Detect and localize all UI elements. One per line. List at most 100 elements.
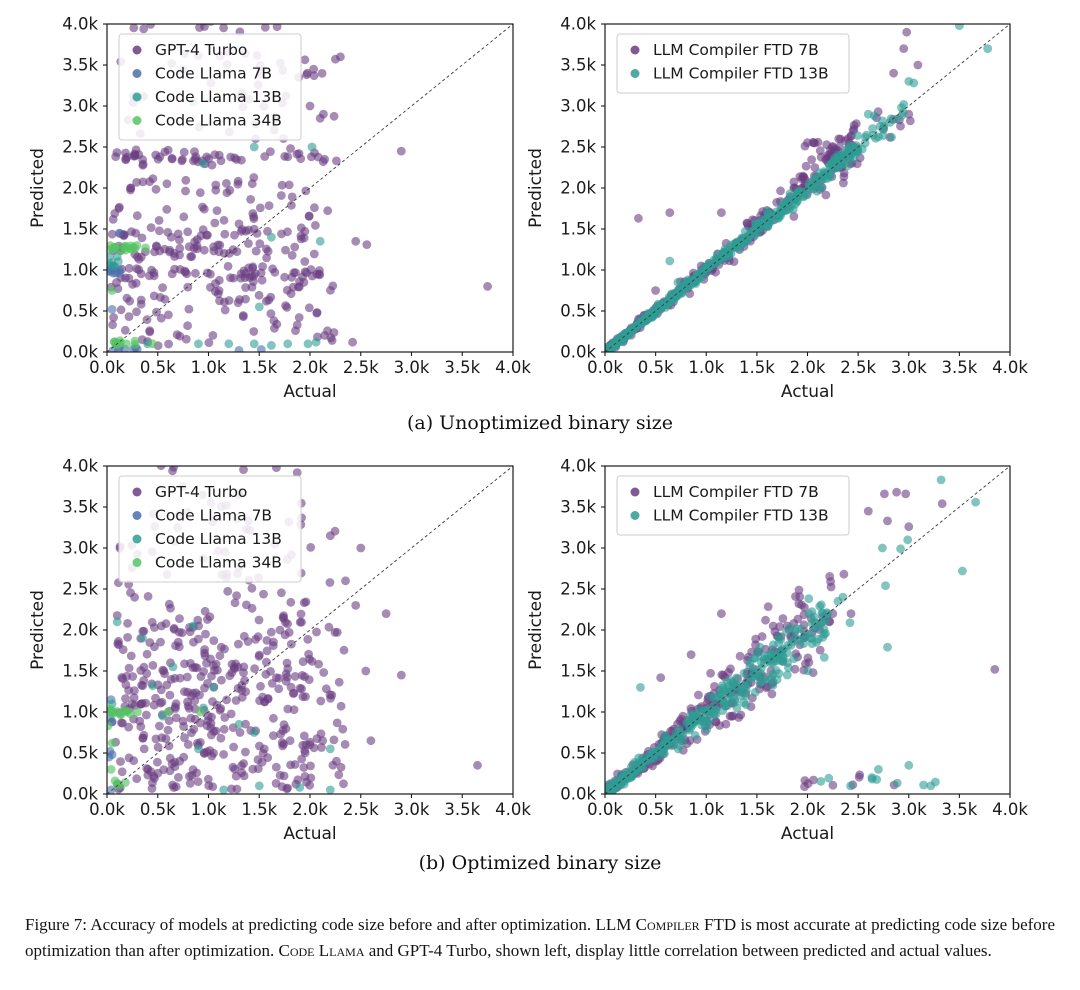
figure-caption: Figure 7: Accuracy of models at predicti… — [25, 915, 1055, 960]
svg-text:1.0k: 1.0k — [62, 703, 98, 722]
scatter-plot-unoptimized-left: 0.0k 0.5k 1.0k 1.5k 2.0k 2.5k 3.0k 3.5k 4.0k 0.0k… — [28, 15, 531, 403]
tick-labels: 0.0k 0.5k 1.0k 1.5k 2.0k 2.5k 3.0k 3.5k 4.0k 0.0k… — [560, 15, 1028, 378]
legend: GPT-4 Turbo Code Llama 7B Code Llama 13B Co… — [118, 33, 302, 141]
legend-label: LLM Compiler FTD 13B — [653, 507, 829, 525]
svg-text:0.5k: 0.5k — [560, 302, 596, 321]
svg-text:4.0k: 4.0k — [62, 457, 98, 476]
svg-text:0.0k: 0.0k — [62, 343, 98, 362]
svg-text:3.5k: 3.5k — [62, 56, 98, 75]
svg-text:1.0k: 1.0k — [688, 800, 724, 819]
svg-text:3.0k: 3.0k — [394, 800, 430, 819]
svg-text:2.0k: 2.0k — [62, 179, 98, 198]
plot-canvas: 0.0k 0.5k 1.0k 1.5k 2.0k 2.5k 3.0k 3.5k 4.0k 0.0k… — [526, 15, 1028, 403]
svg-text:2.0k: 2.0k — [790, 358, 826, 377]
series-code-llama-34b — [107, 704, 205, 791]
svg-text:4.0k: 4.0k — [560, 457, 596, 476]
legend: LLM Compiler FTD 7B LLM Compiler FTD 13B — [616, 33, 850, 94]
svg-text:4.0k: 4.0k — [495, 358, 531, 377]
legend-label: Code Llama 13B — [155, 88, 282, 106]
svg-text:3.5k: 3.5k — [941, 800, 977, 819]
svg-text:2.5k: 2.5k — [62, 138, 98, 157]
svg-text:2.5k: 2.5k — [560, 138, 596, 157]
svg-text:1.0k: 1.0k — [560, 703, 596, 722]
tick-labels: 0.0k 0.5k 1.0k 1.5k 2.0k 2.5k 3.0k 3.5k 4.0k 0.0k… — [62, 15, 531, 378]
svg-text:0.5k: 0.5k — [638, 358, 674, 377]
series-code-llama-34b — [107, 241, 158, 349]
svg-text:1.5k: 1.5k — [560, 220, 596, 239]
legend-label: LLM Compiler FTD 7B — [653, 483, 819, 501]
svg-text:3.5k: 3.5k — [444, 358, 480, 377]
svg-text:2.5k: 2.5k — [560, 580, 596, 599]
svg-text:1.0k: 1.0k — [560, 261, 596, 280]
svg-text:0.5k: 0.5k — [638, 800, 674, 819]
scatter-series-group — [605, 475, 1000, 794]
svg-text:3.0k: 3.0k — [891, 358, 927, 377]
svg-text:3.0k: 3.0k — [891, 800, 927, 819]
x-axis-label: Actual — [781, 824, 834, 844]
svg-text:2.5k: 2.5k — [343, 358, 379, 377]
svg-text:4.0k: 4.0k — [992, 800, 1028, 819]
tick-labels: 0.0k 0.5k 1.0k 1.5k 2.0k 2.5k 3.0k 3.5k 4.0k 0.0k… — [62, 457, 531, 820]
svg-text:3.5k: 3.5k — [941, 358, 977, 377]
svg-text:0.0k: 0.0k — [62, 785, 98, 804]
svg-text:0.0k: 0.0k — [560, 785, 596, 804]
identity-line — [106, 23, 514, 353]
svg-text:2.0k: 2.0k — [560, 621, 596, 640]
svg-text:2.5k: 2.5k — [343, 800, 379, 819]
legend-label: Code Llama 7B — [155, 65, 272, 83]
svg-text:1.5k: 1.5k — [62, 662, 98, 681]
legend-label: Code Llama 34B — [155, 554, 282, 572]
y-axis-label: Predicted — [28, 148, 48, 228]
svg-text:1.5k: 1.5k — [241, 800, 277, 819]
svg-text:4.0k: 4.0k — [62, 15, 98, 34]
legend: LLM Compiler FTD 7B LLM Compiler FTD 13B — [616, 475, 850, 536]
tick-labels: 0.0k 0.5k 1.0k 1.5k 2.0k 2.5k 3.0k 3.5k 4.0k 0.0k… — [560, 457, 1028, 820]
legend-label: Code Llama 34B — [155, 112, 282, 130]
x-axis-label: Actual — [781, 382, 834, 402]
svg-text:1.5k: 1.5k — [241, 358, 277, 377]
svg-text:0.5k: 0.5k — [62, 302, 98, 321]
svg-text:3.5k: 3.5k — [62, 498, 98, 517]
svg-text:1.5k: 1.5k — [62, 220, 98, 239]
svg-text:4.0k: 4.0k — [495, 800, 531, 819]
svg-text:3.0k: 3.0k — [560, 97, 596, 116]
svg-text:0.0k: 0.0k — [89, 800, 125, 819]
subcaption-b: (b) Optimized binary size — [418, 852, 662, 874]
svg-text:2.0k: 2.0k — [62, 621, 98, 640]
y-axis-label: Predicted — [526, 148, 546, 228]
svg-text:3.0k: 3.0k — [62, 539, 98, 558]
svg-text:4.0k: 4.0k — [992, 358, 1028, 377]
svg-text:0.5k: 0.5k — [140, 800, 176, 819]
svg-text:0.5k: 0.5k — [62, 744, 98, 763]
legend-label: GPT-4 Turbo — [155, 41, 247, 59]
y-axis-label: Predicted — [28, 590, 48, 670]
svg-text:3.0k: 3.0k — [394, 358, 430, 377]
svg-text:2.5k: 2.5k — [840, 800, 876, 819]
plot-canvas: 0.0k 0.5k 1.0k 1.5k 2.0k 2.5k 3.0k 3.5k 4.0k 0.0k… — [526, 457, 1028, 845]
svg-text:3.0k: 3.0k — [62, 97, 98, 116]
svg-text:1.5k: 1.5k — [739, 358, 775, 377]
svg-text:0.0k: 0.0k — [560, 343, 596, 362]
legend-label: LLM Compiler FTD 7B — [653, 41, 819, 59]
plot-canvas: 0.0k 0.5k 1.0k 1.5k 2.0k 2.5k 3.0k 3.5k 4.0k 0.0k… — [28, 457, 531, 845]
svg-text:0.5k: 0.5k — [140, 358, 176, 377]
svg-text:3.5k: 3.5k — [444, 800, 480, 819]
legend-label: GPT-4 Turbo — [155, 483, 247, 501]
svg-text:1.5k: 1.5k — [739, 800, 775, 819]
plot-canvas: 0.0k 0.5k 1.0k 1.5k 2.0k 2.5k 3.0k 3.5k 4.0k 0.0k… — [28, 15, 531, 403]
svg-text:2.0k: 2.0k — [560, 179, 596, 198]
svg-text:0.0k: 0.0k — [587, 358, 623, 377]
legend: GPT-4 Turbo Code Llama 7B Code Llama 13B Co… — [118, 475, 302, 583]
legend-label: Code Llama 13B — [155, 530, 282, 548]
subcaption-a: (a) Unoptimized binary size — [406, 412, 674, 434]
svg-text:0.5k: 0.5k — [560, 744, 596, 763]
legend-label: LLM Compiler FTD 13B — [653, 65, 829, 83]
svg-text:3.0k: 3.0k — [560, 539, 596, 558]
svg-text:1.5k: 1.5k — [560, 662, 596, 681]
scatter-plot-optimized-right: 0.0k 0.5k 1.0k 1.5k 2.0k 2.5k 3.0k 3.5k 4.0k 0.0k… — [526, 457, 1028, 845]
x-axis-label: Actual — [283, 382, 336, 402]
svg-text:3.5k: 3.5k — [560, 56, 596, 75]
svg-text:0.0k: 0.0k — [587, 800, 623, 819]
x-axis-label: Actual — [283, 824, 336, 844]
svg-text:1.0k: 1.0k — [62, 261, 98, 280]
